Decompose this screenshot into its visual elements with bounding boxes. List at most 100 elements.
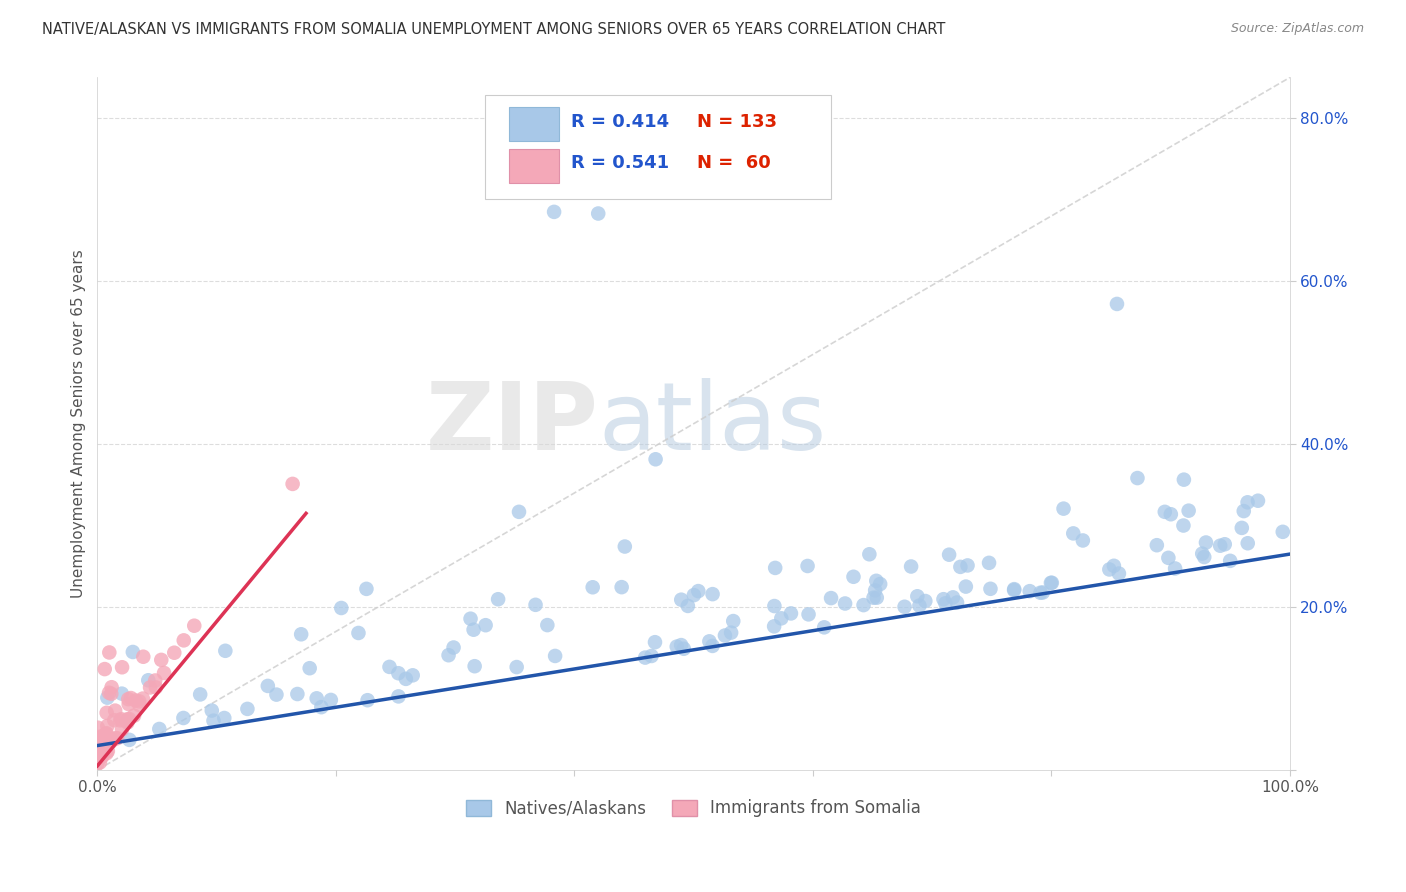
Point (105, 731, 128, 746)
Point (1052, 501, 1074, 516)
Legend: Natives/Alaskans, Immigrants from Somalia: Natives/Alaskans, Immigrants from Somali… (460, 793, 928, 824)
Point (91, 738, 114, 752)
Point (1173, 518, 1195, 533)
Point (90, 734, 112, 748)
Point (610, 580, 633, 594)
Point (1062, 526, 1084, 541)
Point (117, 715, 139, 730)
Point (866, 591, 889, 605)
Point (87, 741, 110, 756)
Point (1002, 582, 1025, 596)
Point (1029, 586, 1052, 600)
Point (143, 673, 166, 688)
Text: N = 133: N = 133 (697, 113, 778, 131)
Point (93, 662, 115, 676)
Point (183, 618, 205, 632)
Point (153, 665, 176, 680)
Point (305, 691, 328, 706)
Point (796, 559, 818, 574)
Point (91, 744, 114, 758)
Point (201, 704, 224, 718)
Point (330, 601, 353, 615)
Point (117, 712, 139, 726)
Point (256, 679, 278, 693)
Point (100, 687, 122, 701)
Point (281, 476, 304, 491)
Point (387, 690, 409, 704)
Point (101, 732, 124, 747)
Point (443, 640, 465, 655)
Point (96, 706, 118, 720)
Point (672, 641, 695, 656)
Point (94, 727, 117, 741)
Y-axis label: Unemployment Among Seniors over 65 years: Unemployment Among Seniors over 65 years (72, 250, 86, 599)
Point (148, 722, 170, 736)
Point (298, 661, 321, 675)
Point (1209, 539, 1232, 553)
Point (688, 584, 710, 599)
Point (858, 547, 880, 561)
Point (1032, 585, 1054, 599)
Point (120, 691, 142, 706)
Point (763, 619, 786, 633)
Point (932, 592, 955, 607)
Point (797, 607, 820, 622)
Point (644, 635, 666, 649)
Point (1195, 535, 1218, 549)
Point (1039, 575, 1062, 590)
Point (90, 742, 112, 756)
Point (702, 587, 724, 601)
Point (524, 598, 547, 612)
Point (508, 505, 530, 519)
Point (173, 633, 195, 648)
Point (464, 659, 486, 673)
Point (121, 645, 143, 659)
Point (979, 582, 1001, 596)
Point (1071, 533, 1094, 548)
Point (108, 714, 131, 728)
Point (634, 650, 657, 665)
Point (699, 634, 721, 648)
Point (613, 540, 636, 554)
Point (770, 611, 793, 625)
Point (763, 561, 786, 575)
Point (319, 693, 342, 707)
Point (865, 574, 887, 588)
Point (1160, 508, 1182, 522)
Point (763, 599, 786, 613)
Point (150, 653, 173, 667)
Point (104, 704, 127, 718)
Point (723, 614, 745, 628)
Point (356, 693, 378, 707)
Point (89, 731, 111, 745)
Point (942, 591, 965, 605)
Point (202, 714, 225, 728)
Point (813, 620, 835, 634)
Point (474, 618, 496, 632)
Point (1040, 575, 1063, 590)
Point (702, 639, 724, 653)
Point (163, 646, 186, 660)
Point (87, 721, 110, 735)
Point (486, 592, 509, 607)
Text: R = 0.541: R = 0.541 (571, 153, 669, 171)
Point (586, 206, 609, 220)
Point (905, 589, 928, 603)
Point (145, 681, 167, 695)
Point (893, 599, 915, 614)
FancyBboxPatch shape (509, 107, 558, 141)
Point (1002, 583, 1025, 598)
Point (460, 612, 482, 626)
Point (395, 672, 418, 686)
Point (356, 582, 378, 596)
Point (543, 205, 565, 219)
Point (900, 559, 922, 574)
Point (96, 690, 118, 705)
Point (720, 625, 742, 640)
FancyBboxPatch shape (485, 95, 831, 199)
Point (1233, 504, 1256, 518)
Point (97, 736, 120, 750)
Point (869, 577, 891, 591)
Point (132, 691, 155, 706)
Point (1098, 562, 1121, 576)
